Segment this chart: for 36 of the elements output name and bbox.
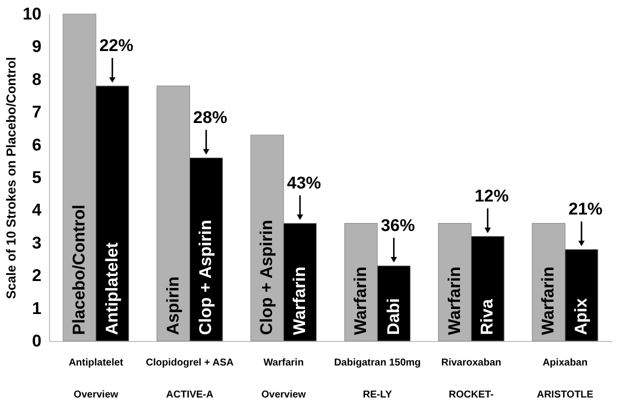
annotation: 28% — [193, 108, 228, 127]
data-label: Warfarin — [290, 266, 310, 335]
y-tick-label: 0 — [32, 332, 42, 350]
data-label: Clop + Aspirin — [257, 220, 276, 335]
y-tick-label: 10 — [22, 4, 42, 24]
category-label: Dabigatran 150mg RE-LY — [334, 358, 421, 400]
data-label: Dabi — [384, 298, 403, 335]
y-tick-label: 7 — [32, 102, 42, 122]
annotation: 21% — [568, 199, 603, 218]
y-tick-label: 6 — [32, 135, 42, 154]
y-tick-label: 2 — [32, 266, 42, 286]
y-tick-label: 8 — [32, 70, 42, 89]
y-tick-label: 3 — [32, 233, 42, 252]
category-label: Apixaban ARISTOTLE — [536, 358, 594, 400]
annotation: 22% — [99, 36, 134, 55]
annotation: 12% — [474, 186, 509, 206]
data-label: Antiplatelet — [102, 242, 122, 335]
category-label: Antiplatelet Overview — [68, 358, 124, 400]
data-label: Clop + Aspirin — [196, 220, 216, 335]
data-label: Aspirin — [163, 276, 182, 335]
category-label: Rivaroxaban ROCKET- — [441, 358, 502, 400]
annotation: 36% — [380, 216, 415, 235]
annotation: 43% — [286, 173, 322, 192]
category-label: Clopidogrel + ASA ACTIVE-A — [146, 358, 234, 400]
data-label: Apix — [572, 298, 591, 335]
data-label: Warfarin — [350, 266, 370, 335]
y-tick-label: 5 — [32, 168, 42, 187]
y-tick-label: 1 — [32, 298, 42, 318]
data-label: Warfarin — [444, 266, 464, 335]
y-axis-title: Scale of 10 Strokes on Placebo/Control — [4, 56, 19, 300]
data-label: Warfarin — [538, 266, 558, 335]
y-tick-label: 9 — [32, 37, 42, 56]
category-label: Warfarin Overview — [261, 358, 306, 400]
y-tick-label: 4 — [32, 200, 42, 220]
data-label: Riva — [478, 298, 497, 335]
data-label: Placebo/Control — [69, 204, 88, 335]
